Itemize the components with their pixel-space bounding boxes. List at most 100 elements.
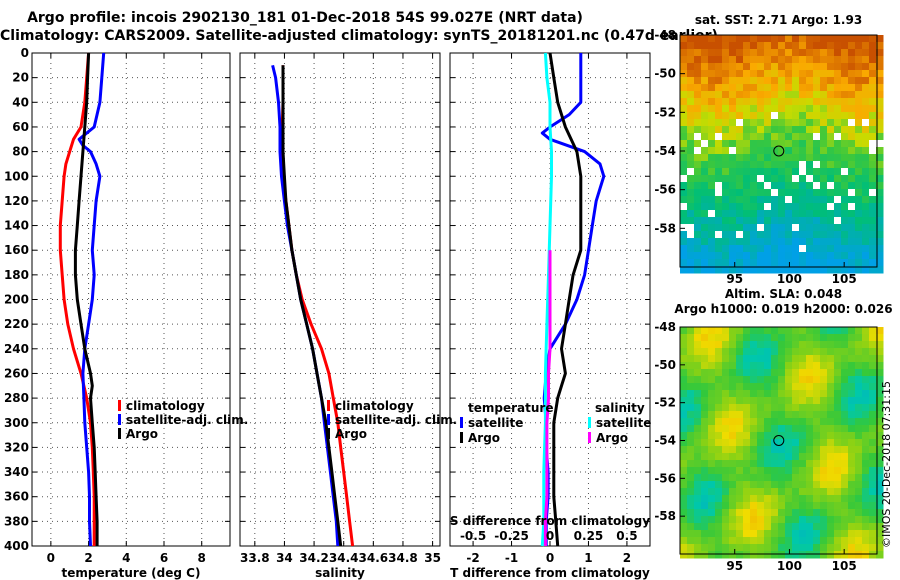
map-cell	[848, 481, 856, 489]
map-cell	[764, 460, 772, 468]
map-cell	[799, 488, 807, 496]
map-cell	[799, 537, 807, 545]
map-cell	[750, 49, 758, 57]
map-cell	[687, 376, 695, 384]
map-cell	[799, 418, 807, 426]
map-cell	[834, 516, 842, 524]
map-cell	[680, 537, 688, 545]
map-cell	[715, 488, 723, 496]
map-cell	[757, 341, 765, 349]
map-cell	[750, 266, 758, 274]
y-tick-label: 100	[4, 169, 29, 183]
map-cell	[813, 509, 821, 517]
map-cell	[841, 70, 849, 78]
map-cell	[806, 42, 814, 50]
map-cell	[687, 49, 695, 57]
y-tick-label: 380	[4, 514, 29, 528]
map-cell	[694, 474, 702, 482]
map-cell	[694, 259, 702, 267]
map-cell	[708, 355, 716, 363]
map-cell	[736, 119, 744, 127]
map-cell	[785, 140, 793, 148]
map-cell	[785, 544, 793, 552]
map-cell	[792, 140, 800, 148]
map-cell	[715, 523, 723, 531]
map-cell	[729, 418, 737, 426]
map-cell	[736, 523, 744, 531]
map-cell	[694, 210, 702, 218]
map-cell	[792, 196, 800, 204]
map-cell	[876, 154, 884, 162]
map-cell	[757, 537, 765, 545]
map-cell	[778, 252, 786, 260]
map-cell	[834, 63, 842, 71]
map-cell	[764, 231, 772, 239]
map-cell	[764, 411, 772, 419]
map-cell	[743, 544, 751, 552]
map-cell	[799, 453, 807, 461]
map-cell	[736, 42, 744, 50]
map-cell	[715, 119, 723, 127]
map-cell	[715, 147, 723, 155]
map-cell	[848, 467, 856, 475]
map-cell	[785, 432, 793, 440]
map-cell	[687, 168, 695, 176]
map-cell	[729, 348, 737, 356]
map-cell	[764, 334, 772, 342]
map-cell	[855, 523, 863, 531]
map-cell	[848, 523, 856, 531]
map-cell	[701, 70, 709, 78]
map-cell	[687, 453, 695, 461]
map-cell	[694, 467, 702, 475]
map-cell	[729, 154, 737, 162]
map-cell	[687, 210, 695, 218]
map-cell	[701, 147, 709, 155]
map-cell	[729, 404, 737, 412]
legend-label: satellite-adj. clim.	[126, 413, 248, 427]
map-cell	[799, 49, 807, 57]
map-cell	[848, 404, 856, 412]
map-cell	[785, 369, 793, 377]
map-cell	[792, 231, 800, 239]
map-cell	[862, 245, 870, 253]
map-cell	[806, 133, 814, 141]
map-cell	[827, 453, 835, 461]
map-cell	[708, 502, 716, 510]
map-cell	[876, 474, 884, 482]
map-cell	[680, 238, 688, 246]
map-cell	[862, 383, 870, 391]
map-cell	[694, 362, 702, 370]
map-cell	[834, 523, 842, 531]
map-cell	[778, 119, 786, 127]
map-cell	[855, 98, 863, 106]
map-cell	[715, 154, 723, 162]
map-cell	[764, 376, 772, 384]
map-cell	[736, 126, 744, 134]
map-cell	[722, 175, 730, 183]
map-cell	[834, 266, 842, 274]
map-cell	[813, 467, 821, 475]
map-cell	[687, 348, 695, 356]
map-cell	[750, 259, 758, 267]
map-cell	[862, 210, 870, 218]
map-cell	[708, 523, 716, 531]
map-cell	[750, 91, 758, 99]
x-tick-label: 2	[84, 551, 92, 565]
map-cell	[736, 425, 744, 433]
map-cell	[841, 390, 849, 398]
map-cell	[848, 105, 856, 113]
map-cell	[855, 355, 863, 363]
map-cell	[687, 140, 695, 148]
map-cell	[736, 147, 744, 155]
map-cell	[806, 217, 814, 225]
map-cell	[848, 217, 856, 225]
map-cell	[701, 84, 709, 92]
map-cell	[799, 245, 807, 253]
map-cell	[771, 231, 779, 239]
map-cell	[750, 432, 758, 440]
map-cell	[680, 425, 688, 433]
map-cell	[715, 334, 723, 342]
map-cell	[722, 376, 730, 384]
map-cell	[764, 383, 772, 391]
map-cell	[869, 327, 877, 335]
